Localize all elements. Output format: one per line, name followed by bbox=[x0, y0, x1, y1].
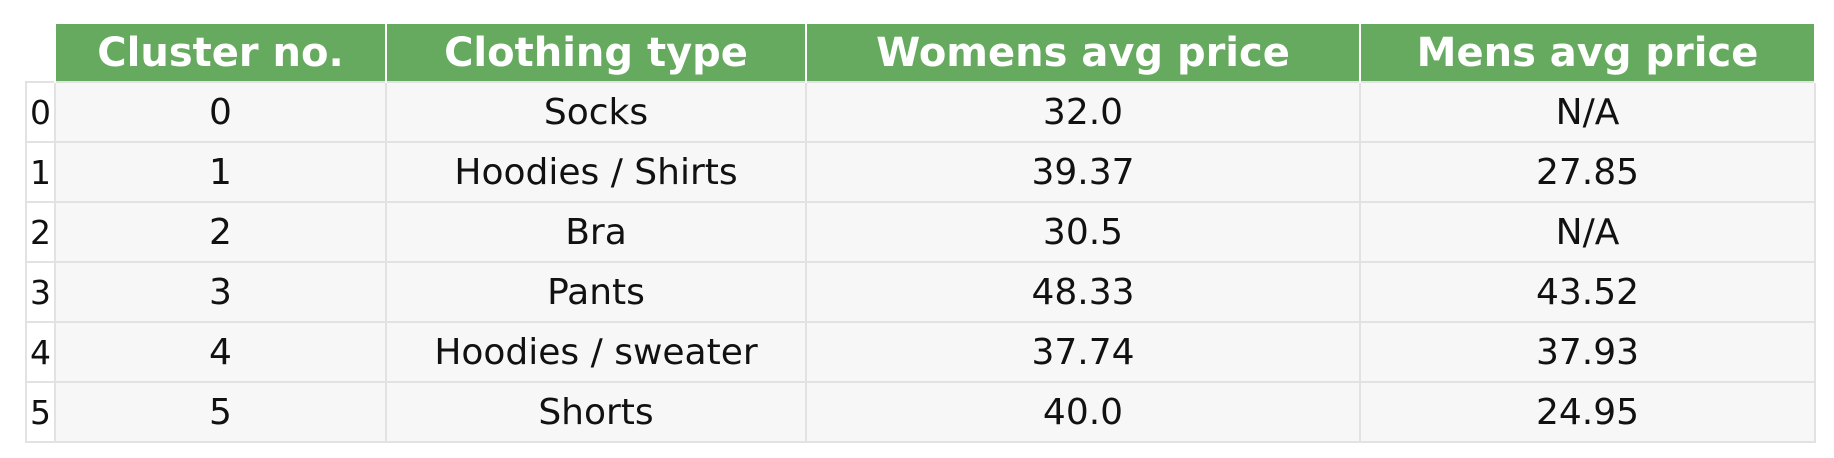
row-index: 5 bbox=[25, 381, 56, 443]
column-header-mens-avg-price: Mens avg price bbox=[1359, 24, 1816, 82]
table-row: 0 0 Socks 32.0 N/A bbox=[25, 81, 1816, 143]
cell-mens-avg-price: 37.93 bbox=[1359, 321, 1816, 383]
row-index: 2 bbox=[25, 201, 56, 263]
cell-mens-avg-price: 43.52 bbox=[1359, 261, 1816, 323]
cell-clothing-type: Bra bbox=[385, 201, 807, 263]
cell-cluster-no: 0 bbox=[54, 81, 387, 143]
column-header-womens-avg-price: Womens avg price bbox=[805, 24, 1361, 82]
cell-womens-avg-price: 48.33 bbox=[805, 261, 1361, 323]
row-index: 3 bbox=[25, 261, 56, 323]
cell-mens-avg-price: 27.85 bbox=[1359, 141, 1816, 203]
cell-clothing-type: Pants bbox=[385, 261, 807, 323]
cell-womens-avg-price: 37.74 bbox=[805, 321, 1361, 383]
header-row: Cluster no. Clothing type Womens avg pri… bbox=[26, 24, 1816, 82]
row-index: 1 bbox=[25, 141, 56, 203]
cell-womens-avg-price: 40.0 bbox=[805, 381, 1361, 443]
cell-cluster-no: 4 bbox=[54, 321, 387, 383]
cell-mens-avg-price: N/A bbox=[1359, 81, 1816, 143]
column-header-cluster-no: Cluster no. bbox=[54, 24, 387, 82]
cell-clothing-type: Hoodies / sweater bbox=[385, 321, 807, 383]
table-row: 1 1 Hoodies / Shirts 39.37 27.85 bbox=[25, 141, 1816, 203]
cell-womens-avg-price: 30.5 bbox=[805, 201, 1361, 263]
table-row: 4 4 Hoodies / sweater 37.74 37.93 bbox=[25, 321, 1816, 383]
cell-cluster-no: 1 bbox=[54, 141, 387, 203]
cell-clothing-type: Shorts bbox=[385, 381, 807, 443]
row-index: 4 bbox=[25, 321, 56, 383]
cell-mens-avg-price: N/A bbox=[1359, 201, 1816, 263]
row-index: 0 bbox=[25, 81, 56, 143]
table-row: 2 2 Bra 30.5 N/A bbox=[25, 201, 1816, 263]
cell-cluster-no: 3 bbox=[54, 261, 387, 323]
cluster-price-table: Cluster no. Clothing type Womens avg pri… bbox=[25, 24, 1816, 443]
cell-womens-avg-price: 32.0 bbox=[805, 81, 1361, 143]
cell-womens-avg-price: 39.37 bbox=[805, 141, 1361, 203]
table-row: 5 5 Shorts 40.0 24.95 bbox=[25, 381, 1816, 443]
cell-cluster-no: 5 bbox=[54, 381, 387, 443]
table-row: 3 3 Pants 48.33 43.52 bbox=[25, 261, 1816, 323]
cell-clothing-type: Hoodies / Shirts bbox=[385, 141, 807, 203]
column-header-clothing-type: Clothing type bbox=[385, 24, 807, 82]
cell-cluster-no: 2 bbox=[54, 201, 387, 263]
index-header bbox=[26, 24, 55, 82]
cell-clothing-type: Socks bbox=[385, 81, 807, 143]
cell-mens-avg-price: 24.95 bbox=[1359, 381, 1816, 443]
